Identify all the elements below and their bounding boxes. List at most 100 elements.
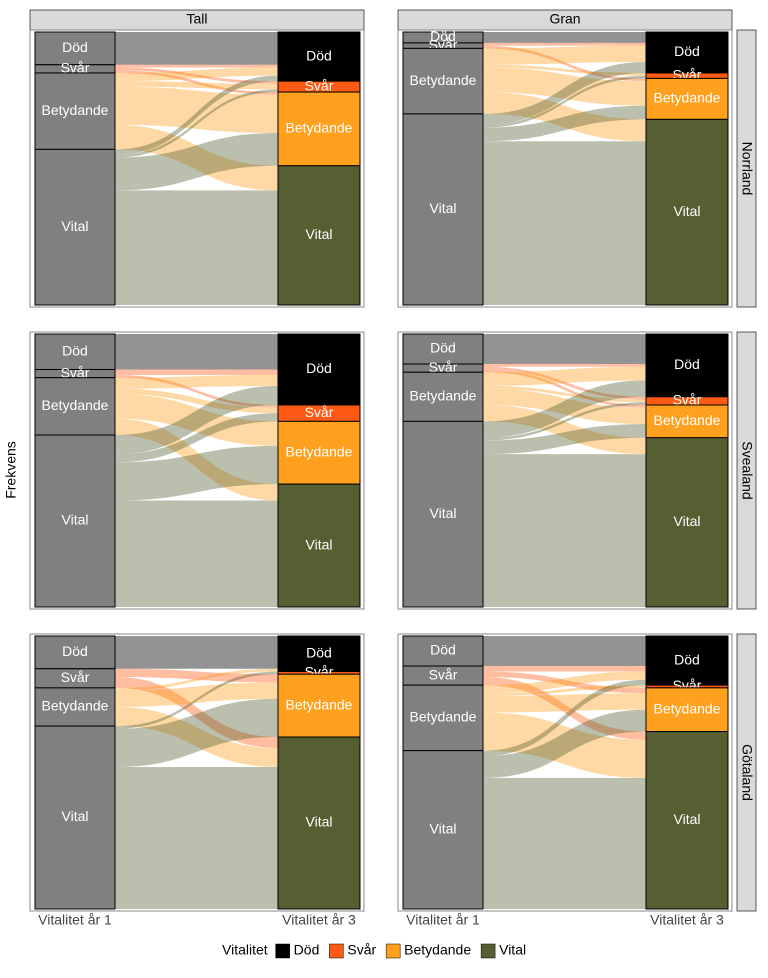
stratum-label: Vital	[430, 821, 457, 837]
stratum-label: Betydande	[42, 698, 109, 714]
flow	[483, 67, 646, 106]
x-tick-label: Vitalitet år 3	[282, 912, 356, 928]
flow	[115, 374, 278, 389]
stratum-label: Betydande	[654, 90, 721, 106]
flow	[115, 64, 278, 68]
flow	[483, 45, 646, 82]
flows	[483, 636, 646, 909]
stratum	[277, 736, 361, 910]
stratum-label: Död	[306, 47, 332, 63]
x-tick-label: Vitalitet år 1	[406, 912, 480, 928]
stratum	[645, 687, 729, 733]
stratum-label: Död	[306, 360, 332, 376]
y-axis-label: Frekvens	[3, 441, 19, 499]
stratum-label: Svår	[61, 364, 90, 380]
stratum-label: Betydande	[410, 387, 477, 403]
facet-strip	[736, 29, 757, 308]
stratum-label: Död	[430, 28, 456, 44]
flows	[483, 32, 646, 305]
flow	[115, 67, 278, 82]
stratum-label: Död	[62, 39, 88, 55]
legend-label: Vital	[499, 942, 526, 958]
stratum	[277, 31, 361, 82]
flow	[483, 404, 646, 455]
flow	[483, 454, 646, 607]
stratum-label: Vital	[306, 536, 333, 552]
flow	[115, 668, 278, 691]
flow	[483, 75, 646, 128]
flow	[483, 380, 646, 438]
legend-swatch	[480, 943, 496, 959]
flow	[483, 712, 646, 778]
flow	[115, 445, 278, 501]
stratum-label: Vital	[430, 200, 457, 216]
facet-label: Tall	[186, 11, 207, 27]
stratum-label: Betydande	[286, 120, 353, 136]
flow	[483, 366, 646, 386]
stratum-label: Svår	[673, 392, 702, 408]
flow	[483, 402, 646, 441]
flow	[483, 679, 646, 757]
flow	[483, 388, 646, 425]
legend-title: Vitalitet	[222, 942, 268, 958]
stratum-label: Betydande	[42, 397, 109, 413]
flow	[483, 636, 646, 667]
flow	[115, 682, 278, 707]
stratum	[277, 165, 361, 306]
legend-label: Betydande	[404, 942, 471, 958]
stratum-label: Vital	[306, 814, 333, 830]
stratum	[645, 31, 729, 74]
flow	[115, 369, 278, 375]
flow	[483, 709, 646, 778]
flow	[115, 767, 278, 909]
flow	[115, 671, 278, 729]
stratum	[277, 333, 361, 406]
stratum-label: Död	[674, 651, 700, 667]
stratum-label: Svår	[305, 404, 334, 420]
x-tick-label: Vitalitet år 1	[38, 912, 112, 928]
flow	[115, 698, 278, 768]
flow	[115, 636, 278, 669]
stratum	[277, 420, 361, 485]
stratum	[34, 377, 116, 436]
stratum-label: Vital	[674, 203, 701, 219]
flow	[115, 67, 278, 84]
flow	[483, 364, 646, 367]
stratum-label: Vital	[430, 505, 457, 521]
stratum-label: Vital	[306, 226, 333, 242]
flow	[115, 500, 278, 607]
flow	[115, 676, 278, 748]
flow	[115, 418, 278, 501]
stratum	[645, 333, 729, 398]
stratum-label: Vital	[674, 513, 701, 529]
stratum-label: Vital	[62, 218, 89, 234]
flow	[115, 706, 278, 768]
facet-strip	[736, 633, 757, 912]
stratum	[34, 725, 116, 910]
flow	[483, 385, 646, 403]
flows	[115, 32, 278, 305]
flow	[483, 32, 646, 43]
flow	[115, 75, 278, 155]
flow	[115, 89, 278, 158]
stratum-label: Betydande	[410, 72, 477, 88]
stratum	[34, 635, 116, 670]
flow	[483, 424, 646, 455]
flow	[115, 81, 278, 90]
stratum-label: Betydande	[410, 709, 477, 725]
stratum-label: Vital	[674, 811, 701, 827]
flow	[483, 64, 646, 76]
flow	[483, 42, 646, 46]
stratum	[277, 673, 361, 738]
stratum	[34, 434, 116, 608]
flow	[483, 671, 646, 694]
stratum	[277, 91, 361, 167]
stratum-label: Död	[62, 342, 88, 358]
stratum-label: Död	[430, 340, 456, 356]
flow	[483, 334, 646, 365]
stratum-label: Död	[62, 643, 88, 659]
flow	[115, 124, 278, 191]
stratum-label: Vital	[62, 512, 89, 528]
flow	[115, 334, 278, 370]
